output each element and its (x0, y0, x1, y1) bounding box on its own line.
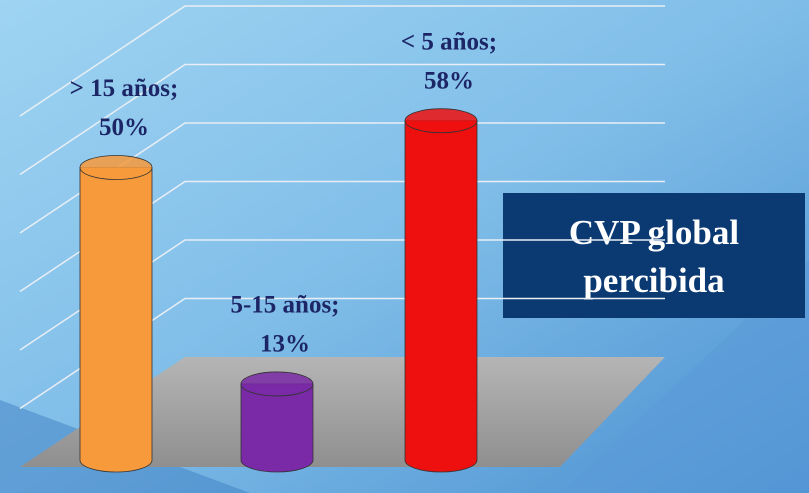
grid-line (19, 63, 665, 176)
bar (79, 155, 153, 473)
bar-part (240, 371, 314, 397)
data-label: < 5 años; (401, 28, 497, 55)
grid-line (19, 122, 665, 234)
bar-part (79, 155, 153, 180)
bar-part (240, 383, 314, 473)
grid-line (19, 5, 665, 117)
bar-part (404, 120, 478, 473)
annotation: CVP global (569, 213, 739, 252)
floor (20, 357, 665, 467)
bar-part (404, 108, 478, 134)
data-label: 5-15 años; (230, 292, 339, 319)
bar (404, 108, 478, 473)
data-label: > 15 años; (70, 75, 179, 102)
background-shape (560, 260, 809, 493)
bar (240, 371, 314, 473)
data-label: 58% (424, 67, 474, 94)
data-label: 13% (260, 331, 310, 358)
data-label: 50% (99, 114, 149, 141)
annotation-box (503, 193, 805, 318)
bar-part (79, 167, 153, 473)
grid-line (19, 239, 665, 351)
annotation: percibida (583, 261, 724, 300)
grid-line (19, 180, 665, 293)
grid-line (19, 297, 665, 410)
